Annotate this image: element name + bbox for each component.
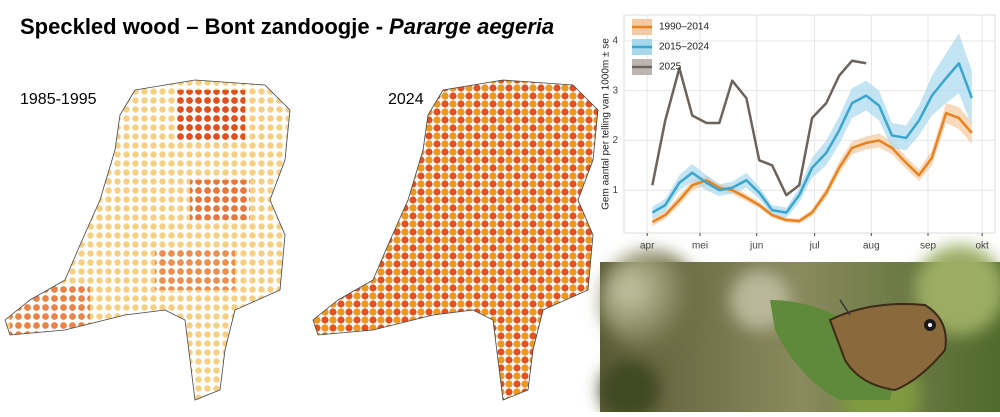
legend-label: 2025 [659, 62, 682, 73]
map-2024 [312, 79, 599, 401]
series-line [651, 59, 867, 197]
map-1985 [4, 79, 291, 401]
series-line [651, 62, 973, 214]
title: Speckled wood – Bont zandoogje - Pararge … [20, 14, 554, 39]
series-line [651, 111, 973, 224]
map-label: 2024 [388, 91, 424, 108]
title-main: Speckled wood – Bont zandoogje - [20, 14, 383, 39]
y-tick-label: 2 [612, 135, 618, 146]
x-tick-label: mei [692, 241, 708, 252]
y-tick-label: 3 [612, 85, 618, 96]
map-label: 1985-1995 [20, 91, 97, 108]
legend-label: 1990–2014 [659, 22, 709, 33]
x-tick-label: jun [749, 241, 763, 252]
title-species: Pararge aegeria [389, 14, 554, 39]
x-tick-label: apr [640, 241, 655, 252]
x-tick-label: aug [863, 241, 880, 252]
error-band [652, 33, 972, 219]
y-axis-label: Gem aantal per telling van 1000m ± se [601, 38, 612, 210]
x-tick-label: jul [809, 241, 820, 252]
y-tick-label: 1 [612, 185, 618, 196]
line-chart: Gem aantal per telling van 1000m ± se 1 2… [601, 14, 996, 252]
legend-label: 2015–2024 [659, 42, 709, 53]
x-tick-label: okt [975, 241, 989, 252]
x-tick-label: sep [920, 241, 937, 252]
photo [600, 245, 1000, 417]
y-tick-label: 4 [612, 36, 618, 47]
